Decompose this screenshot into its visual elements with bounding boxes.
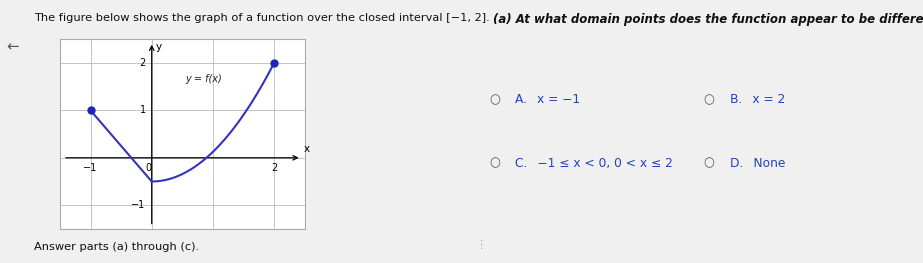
- Text: C.  −1 ≤ x < 0, 0 < x ≤ 2: C. −1 ≤ x < 0, 0 < x ≤ 2: [515, 156, 673, 170]
- Text: −1: −1: [131, 200, 146, 210]
- Text: y = f(x): y = f(x): [186, 74, 222, 84]
- Text: Answer parts (a) through (c).: Answer parts (a) through (c).: [33, 242, 198, 252]
- Text: ○: ○: [489, 93, 500, 107]
- Text: ○: ○: [703, 156, 714, 170]
- Text: A.  x = −1: A. x = −1: [515, 93, 581, 107]
- Text: ⋮: ⋮: [474, 240, 485, 250]
- Text: ◯: ◯: [164, 148, 186, 168]
- Text: ○: ○: [703, 93, 714, 107]
- Text: ←: ←: [6, 40, 18, 55]
- Text: (a) At what domain points does the function appear to be differentiable?: (a) At what domain points does the funct…: [494, 13, 923, 26]
- Text: 0: 0: [146, 164, 151, 174]
- Text: B.  x = 2: B. x = 2: [730, 93, 785, 107]
- Text: 1: 1: [139, 105, 146, 115]
- Text: ◯: ◯: [164, 98, 186, 118]
- Text: x: x: [304, 144, 309, 154]
- Text: y: y: [156, 42, 162, 52]
- Text: 2: 2: [139, 58, 146, 68]
- Text: The figure below shows the graph of a function over the closed interval [−1, 2].: The figure below shows the graph of a fu…: [33, 13, 489, 23]
- Text: 2: 2: [270, 164, 277, 174]
- Text: ◯: ◯: [164, 43, 186, 63]
- Text: ○: ○: [489, 156, 500, 170]
- Text: −1: −1: [83, 164, 98, 174]
- Text: D.  None: D. None: [730, 156, 785, 170]
